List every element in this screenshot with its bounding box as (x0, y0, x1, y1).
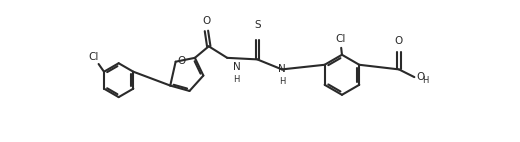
Text: S: S (254, 20, 261, 30)
Text: O: O (416, 72, 424, 82)
Text: O: O (177, 56, 186, 66)
Text: O: O (202, 15, 211, 26)
Text: H: H (233, 75, 240, 84)
Text: Cl: Cl (89, 52, 99, 62)
Text: O: O (395, 36, 403, 46)
Text: H: H (422, 76, 428, 85)
Text: N: N (232, 62, 240, 72)
Text: H: H (279, 77, 285, 86)
Text: N: N (278, 64, 286, 74)
Text: Cl: Cl (335, 34, 346, 44)
